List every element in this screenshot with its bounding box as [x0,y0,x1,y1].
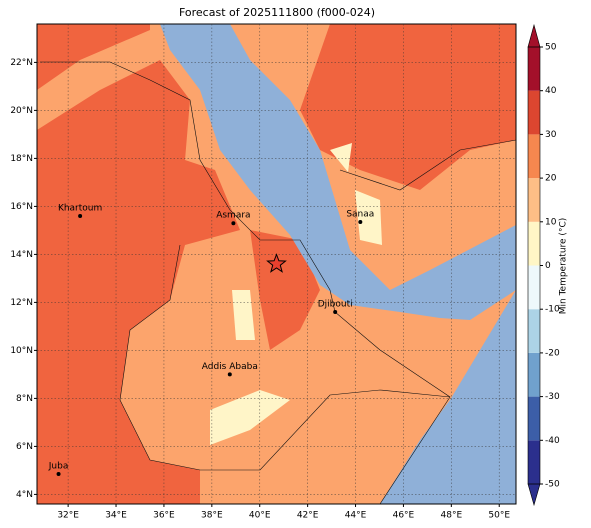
colorbar-tick-label: -50 [545,480,560,490]
hot-region [37,60,240,504]
city-label: Djibouti [318,300,353,310]
x-tick-label: 38°E [201,511,223,521]
colorbar-segment [528,440,540,484]
x-tick-label: 42°E [297,511,319,521]
hot-region [37,24,150,90]
colorbar-segment [528,90,540,135]
x-tick-label: 32°E [57,511,79,521]
x-tick-label: 40°E [249,511,271,521]
city-label: Sanaa [346,210,374,220]
colorbar-label: Min Temperature (°C) [559,218,569,315]
colorbar-tick-label: 40 [545,86,557,96]
x-tick-label: 36°E [153,511,175,521]
x-tick-label: 44°E [345,511,367,521]
border [119,244,451,471]
colorbar-tick-label: -40 [545,436,560,446]
city-marker [333,310,338,314]
y-tick-label: 8°N [16,394,33,404]
y-tick-label: 12°N [10,298,33,308]
colorbar-segment [528,352,540,397]
colorbar-tick-label: -10 [545,305,560,315]
colorbar-tick-label: 50 [545,43,557,53]
hot-region [250,230,320,350]
colorbar-segment [528,265,540,310]
city-marker [227,372,232,377]
city-marker [358,220,363,224]
x-tick-label: 48°E [441,511,463,521]
sea [160,24,516,504]
colorbar-segment [528,178,540,222]
colorbar-segment [528,396,540,441]
colorbar-extend [527,483,541,507]
star-marker [266,253,287,273]
colorbar-segment [528,134,540,179]
y-tick-label: 22°N [10,58,33,68]
map-frame [36,23,517,505]
city-label: Khartoum [58,204,102,214]
y-tick-label: 10°N [10,346,33,356]
city-label: Asmara [216,211,250,221]
hot-region [300,24,516,190]
colorbar-tick-label: 30 [545,130,557,140]
colorbar-segment [528,47,540,91]
cool-patch [330,143,352,172]
y-tick-label: 18°N [10,154,33,164]
city-label: Juba [48,462,69,472]
y-tick-label: 4°N [16,490,33,500]
y-tick-label: 14°N [10,250,33,260]
cool-patch [355,190,382,245]
map-title: Forecast of 2025111800 (f000-024) [179,6,375,19]
y-tick-label: 6°N [16,442,33,452]
y-tick-label: 16°N [10,202,33,212]
colorbar-tick-label: 20 [545,174,557,184]
x-tick-label: 34°E [105,511,127,521]
border [339,139,517,191]
colorbar-segment [528,221,540,266]
x-tick-label: 50°E [488,511,510,521]
colorbar-segment [528,309,540,353]
city-marker [78,214,83,218]
city-label: Addis Ababa [202,362,258,372]
y-tick-label: 20°N [10,106,33,116]
cool-patch [210,390,290,445]
border [40,61,451,505]
colorbar-tick-label: 10 [545,217,557,227]
colorbar-tick-label: -20 [545,348,560,358]
x-tick-label: 46°E [393,511,415,521]
city-marker [56,472,61,476]
city-marker [231,221,236,226]
colorbar-extend [527,23,541,48]
colorbar-tick-label: 0 [545,261,551,271]
colorbar-tick-label: -30 [545,392,560,402]
